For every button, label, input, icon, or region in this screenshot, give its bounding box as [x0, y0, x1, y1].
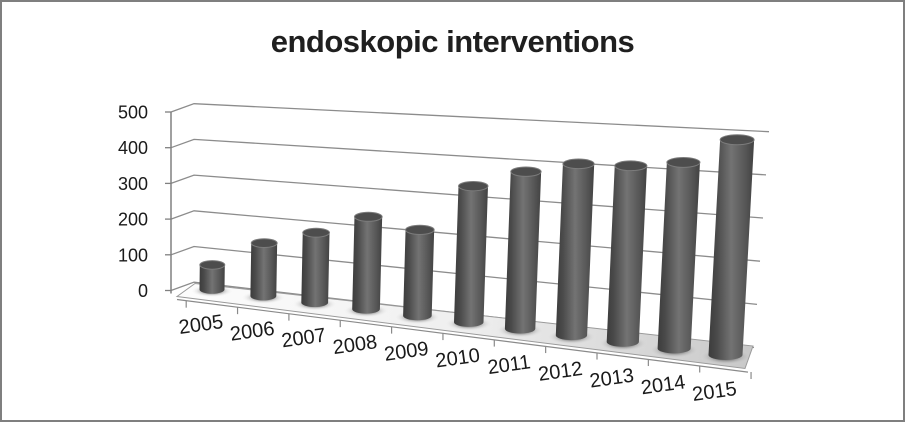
bar-2013: [606, 165, 647, 347]
bar-2007: [301, 232, 330, 308]
x-axis-label-2013: 2013: [588, 365, 635, 393]
x-axis-label-2015: 2015: [691, 378, 738, 406]
bar-cap-2015: [719, 134, 755, 146]
bar-2012: [555, 163, 595, 341]
x-axis-label-2008: 2008: [331, 331, 378, 359]
bar-cap-2014: [666, 156, 701, 168]
y-axis-label-100: 100: [118, 245, 148, 265]
y-axis-label-500: 500: [118, 103, 148, 123]
bar-2010: [454, 186, 488, 327]
bar-cap-2006: [250, 238, 278, 248]
bar-2005: [199, 264, 225, 294]
bar-2006: [250, 243, 278, 301]
bar-2011: [504, 171, 542, 334]
x-axis-label-2005: 2005: [177, 311, 224, 339]
y-axis-label-400: 400: [118, 138, 148, 158]
x-axis-label-2007: 2007: [280, 324, 327, 352]
x-axis-label-2011: 2011: [486, 351, 532, 379]
x-axis-label-2009: 2009: [383, 338, 430, 366]
x-axis-label-2010: 2010: [434, 345, 481, 373]
gridline-500: [170, 103, 770, 133]
y-axis-label-300: 300: [118, 174, 148, 194]
bar-cap-2010: [457, 181, 489, 192]
bar-cap-2013: [614, 160, 648, 172]
y-axis-label-200: 200: [118, 210, 148, 230]
bar-2015: [708, 139, 755, 360]
bar-cap-2009: [405, 224, 435, 235]
bar-cap-2005: [199, 260, 226, 270]
bar-2014: [657, 162, 700, 354]
bar-cap-2011: [510, 166, 542, 177]
x-axis-label-2006: 2006: [229, 318, 276, 346]
bar-2008: [352, 216, 383, 314]
bar-cap-2012: [562, 158, 595, 170]
chart-title: endoskopic interventions: [270, 24, 635, 59]
bar-2009: [403, 229, 435, 321]
y-axis-label-0: 0: [138, 281, 148, 301]
x-axis-label-2012: 2012: [537, 358, 584, 386]
bar-cap-2007: [302, 227, 331, 238]
bar-cap-2008: [353, 211, 383, 222]
x-axis-label-2014: 2014: [640, 371, 687, 399]
bars-layer: [199, 134, 755, 360]
category-axis: [176, 298, 749, 373]
